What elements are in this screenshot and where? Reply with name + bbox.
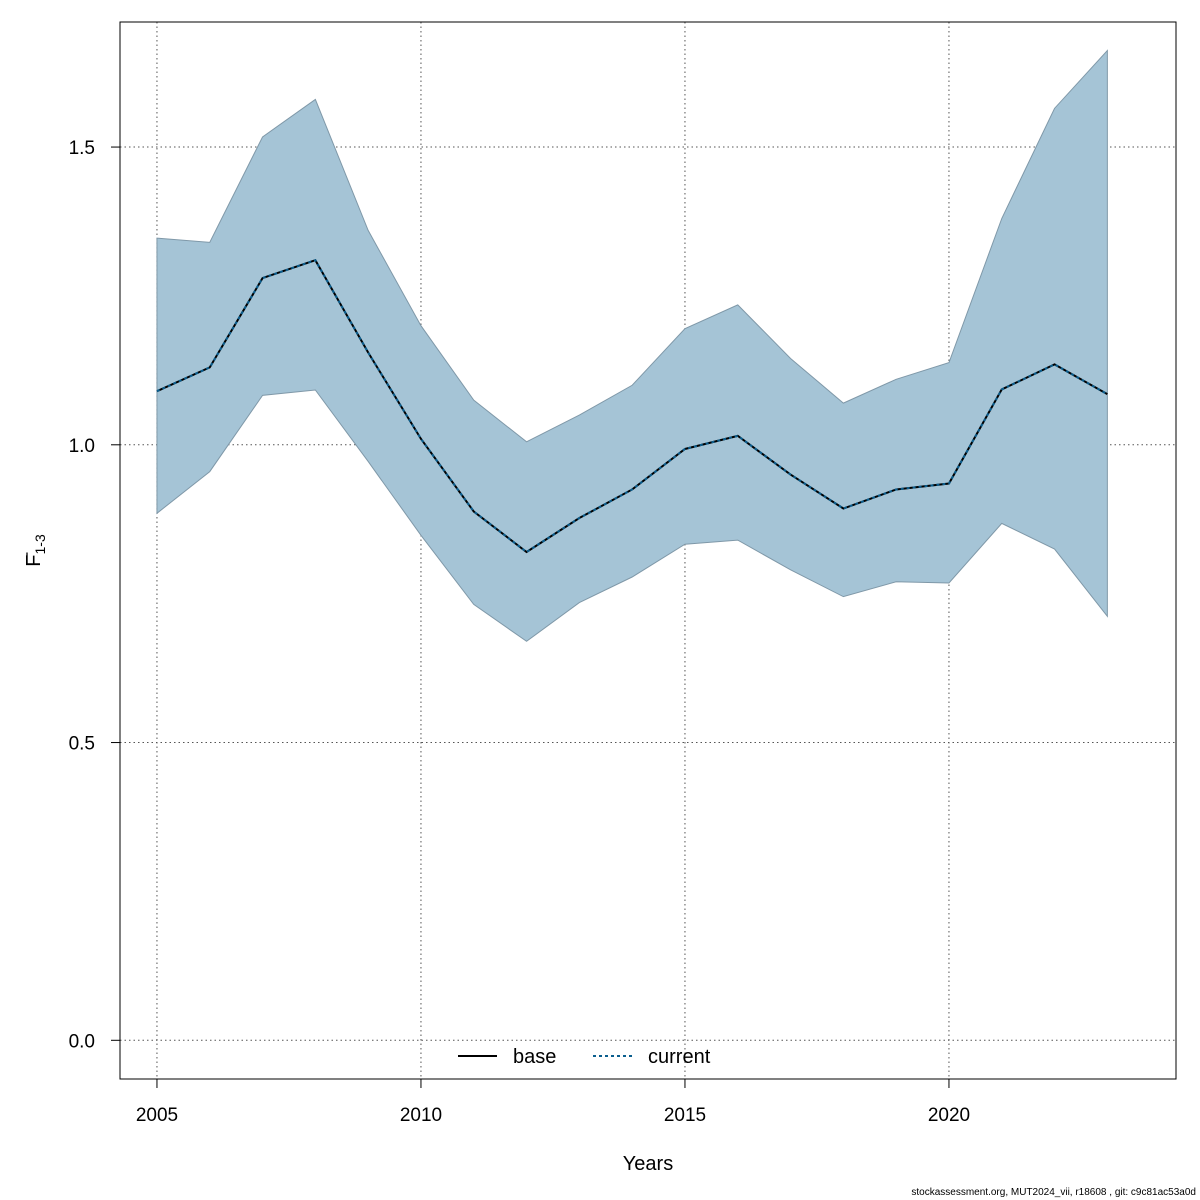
confidence-band-area [156, 49, 1108, 642]
y-axis-title: F1-3 [23, 534, 48, 567]
series-lines [156, 258, 1108, 554]
x-tick-label-2010: 2010 [400, 1105, 442, 1126]
axes: 2005 2010 2015 2020 0.0 0.5 1.0 1.5 [69, 138, 971, 1126]
y-tick-label-1.5: 1.5 [69, 138, 95, 159]
y-axis-title-main: F [23, 555, 45, 567]
y-tick-label-0.5: 0.5 [69, 734, 95, 755]
y-tick-label-1: 1.0 [69, 436, 95, 457]
y-tick-label-0: 0.0 [69, 1031, 95, 1052]
x-tick-label-2020: 2020 [928, 1105, 970, 1126]
svg-text:F1-3: F1-3 [23, 534, 48, 567]
plot-frame [119, 21, 1177, 1080]
x-tick-label-2005: 2005 [136, 1105, 178, 1126]
confidence-band [156, 49, 1108, 642]
series-line-current [156, 258, 1108, 554]
legend-label-current: current [648, 1046, 711, 1068]
legend: base current [458, 1046, 711, 1068]
y-axis-title-subscript: 1-3 [32, 534, 48, 554]
legend-label-base: base [513, 1046, 556, 1068]
footer-attribution: stockassessment.org, MUT2024_vii, r18608… [911, 1187, 1196, 1198]
x-tick-label-2015: 2015 [664, 1105, 706, 1126]
x-axis-title: Years [623, 1153, 673, 1175]
